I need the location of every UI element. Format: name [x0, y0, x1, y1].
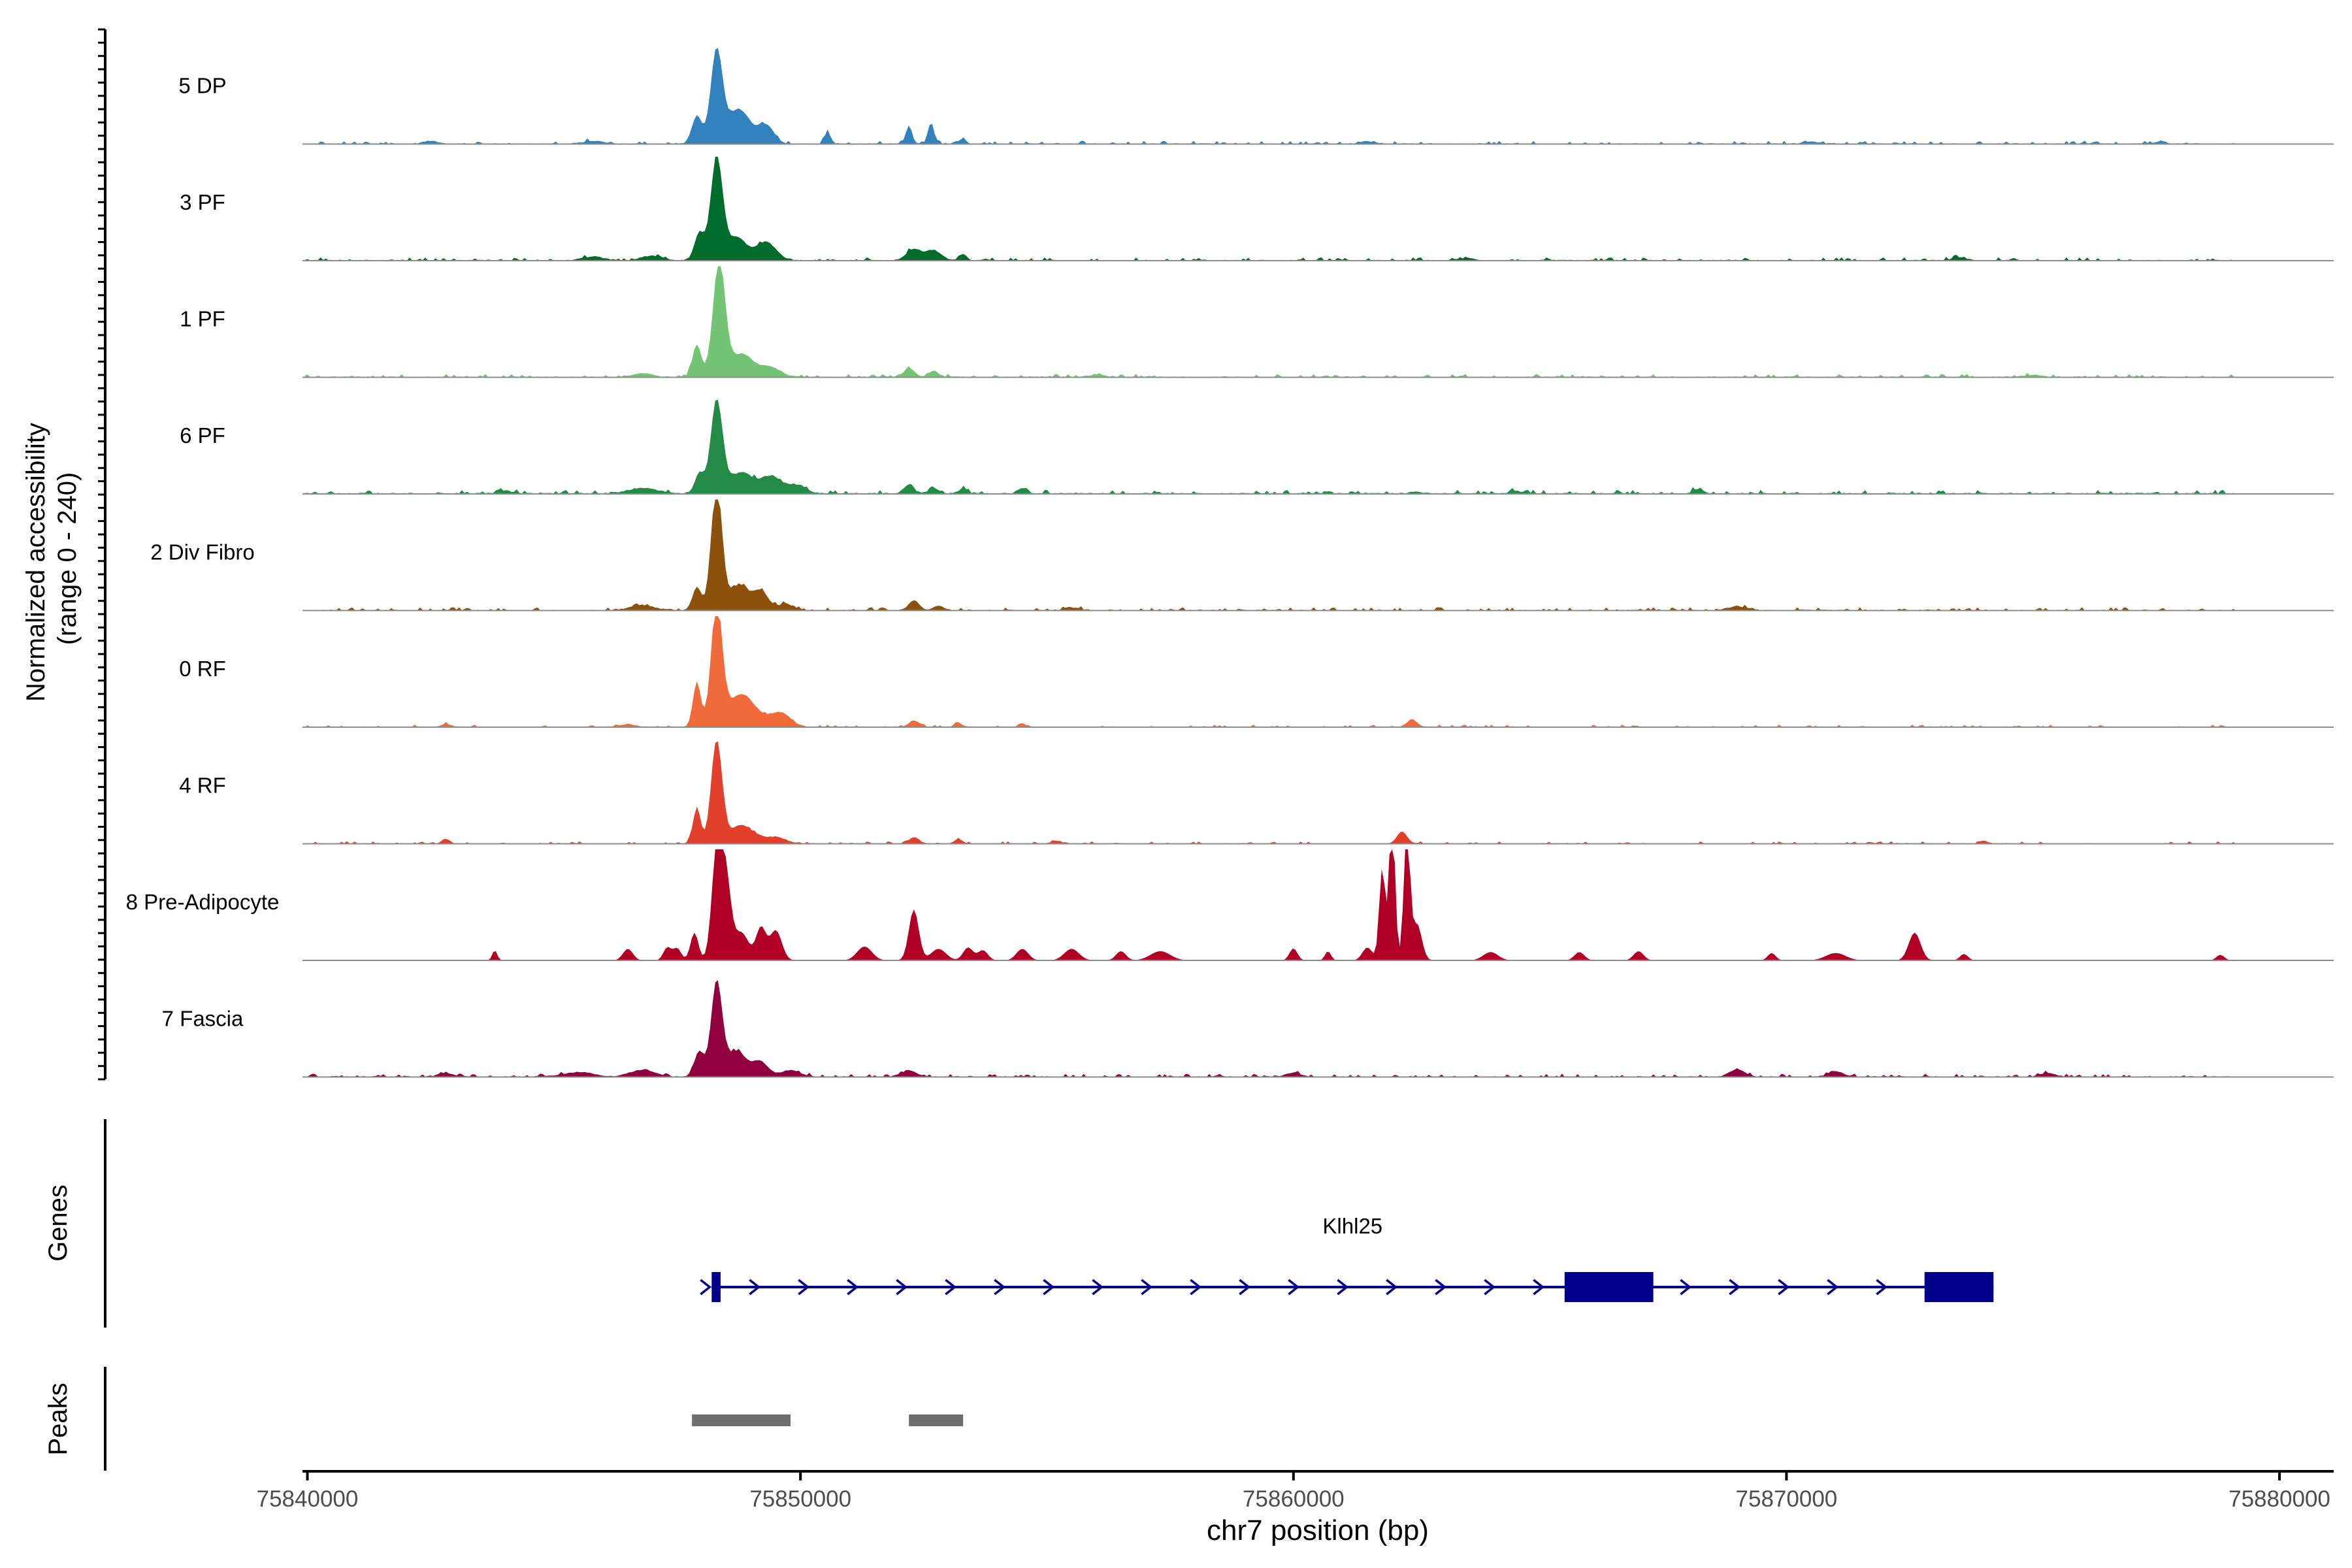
strand-arrow [1484, 1279, 1496, 1296]
strand-arrow [1239, 1279, 1251, 1296]
peaks-label: Peaks [44, 1382, 73, 1455]
strand-arrow [1827, 1279, 1839, 1296]
strand-arrow [1043, 1279, 1055, 1296]
strand-arrow [1337, 1279, 1349, 1296]
peak-region [692, 1414, 791, 1426]
track-7: 8 Pre-Adipocyte [126, 849, 2334, 961]
strand-arrow [1386, 1279, 1398, 1296]
y-label-line-1: Normalized accessibility [22, 423, 50, 702]
strand-arrow [1435, 1279, 1447, 1296]
track-3: 6 PF [180, 399, 2334, 495]
x-tick-label: 75860000 [1243, 1486, 1345, 1512]
strand-arrow [1680, 1279, 1692, 1296]
x-axis-ticks: 75840000 75850000 75860000 75870000 75880000 [257, 1471, 2330, 1512]
track-1: 3 PF [180, 156, 2334, 261]
coverage-tracks: 5 DP 3 PF 1 PF 6 PF 2 Div Fibro 0 RF 4 RF 8 Pre… [126, 48, 2334, 1078]
track-0: 5 DP [178, 48, 2334, 145]
strand-arrow [1533, 1279, 1545, 1296]
strand-arrow [798, 1279, 810, 1296]
strand-arrow [994, 1279, 1006, 1296]
strand-arrow [700, 1279, 712, 1296]
track-label: 5 DP [178, 74, 226, 98]
track-label: 7 Fascia [162, 1007, 244, 1031]
track-4: 2 Div Fibro [150, 499, 2334, 612]
coverage-y-axis-ticks [98, 28, 105, 1081]
x-tick-label: 75880000 [2229, 1486, 2330, 1512]
x-axis: 75840000 75850000 75860000 75870000 75880000… [257, 1470, 2334, 1546]
track-6: 4 RF [179, 741, 2334, 845]
track-label: 2 Div Fibro [150, 540, 255, 564]
y-label-line-2: (range 0 - 240) [53, 472, 82, 645]
strand-arrow [1190, 1279, 1202, 1296]
x-tick-label: 75850000 [749, 1486, 851, 1512]
gene-exon [1924, 1272, 1994, 1302]
x-axis-title: chr7 position (bp) [1207, 1514, 1429, 1546]
gene-model: Klhl25 [700, 1214, 1994, 1302]
strand-arrow [1778, 1279, 1790, 1296]
peak-region [909, 1414, 964, 1426]
track-label: 6 PF [180, 423, 225, 448]
gene-exon [711, 1272, 721, 1302]
genes-panel: Genes Klhl25 [44, 1119, 1994, 1328]
strand-arrow [1288, 1279, 1300, 1296]
track-label: 1 PF [180, 307, 225, 331]
strand-arrows [700, 1279, 1986, 1296]
coverage-y-axis-label: Normalized accessibility (range 0 - 240) [22, 416, 82, 702]
track-label: 0 RF [179, 657, 226, 681]
strand-arrow [1092, 1279, 1104, 1296]
x-tick-label: 75840000 [257, 1486, 359, 1512]
strand-arrow [896, 1279, 908, 1296]
strand-arrow [1141, 1279, 1153, 1296]
gene-exon [1564, 1272, 1654, 1302]
track-8: 7 Fascia [162, 980, 2334, 1078]
strand-arrow [847, 1279, 859, 1296]
x-tick-label: 75870000 [1736, 1486, 1838, 1512]
strand-arrow [1876, 1279, 1888, 1296]
track-2: 1 PF [180, 266, 2334, 378]
track-label: 3 PF [180, 190, 225, 214]
track-label: 4 RF [179, 774, 226, 798]
strand-arrow [945, 1279, 957, 1296]
strand-arrow [749, 1279, 761, 1296]
track-5: 0 RF [179, 616, 2334, 728]
strand-arrow [1729, 1279, 1741, 1296]
peaks-panel: Peaks [44, 1367, 964, 1471]
gene-name: Klhl25 [1322, 1214, 1382, 1238]
coverage-panel: Normalized accessibility (range 0 - 240)… [22, 28, 2334, 1081]
peak-bars [692, 1414, 964, 1426]
track-label: 8 Pre-Adipocyte [126, 890, 280, 914]
genes-label: Genes [44, 1184, 73, 1262]
